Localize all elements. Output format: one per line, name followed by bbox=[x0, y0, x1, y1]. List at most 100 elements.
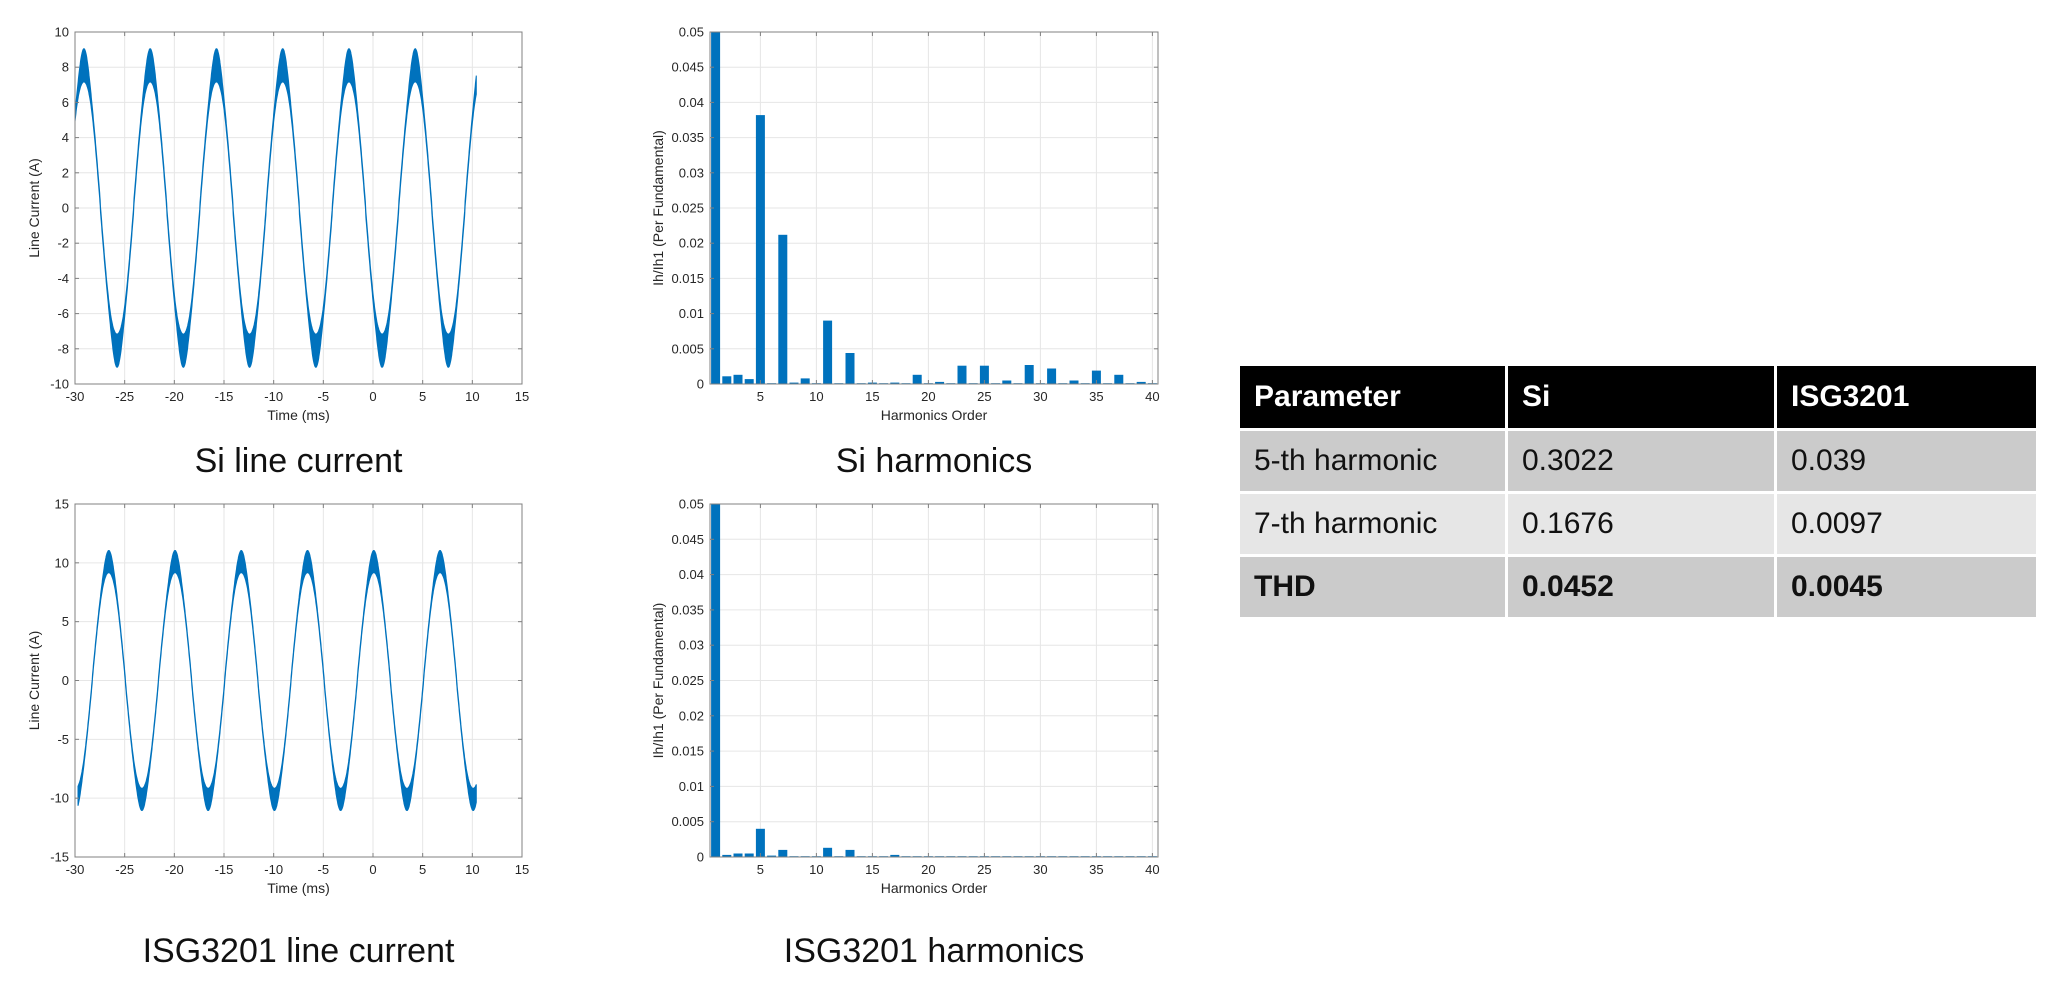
si-value: 0.1676 bbox=[1508, 494, 1774, 554]
x-tick-label: -5 bbox=[318, 862, 330, 877]
header-si: Si bbox=[1508, 366, 1774, 428]
y-tick-label: 0.045 bbox=[671, 532, 704, 547]
x-tick-label: 35 bbox=[1089, 862, 1103, 877]
y-tick-label: 0.03 bbox=[679, 638, 704, 653]
x-tick-label: 35 bbox=[1089, 389, 1103, 404]
y-tick-label: -10 bbox=[50, 791, 69, 806]
row-label: 7-th harmonic bbox=[1240, 494, 1505, 554]
y-tick-label: 5 bbox=[62, 614, 69, 629]
x-tick-label: 5 bbox=[419, 862, 426, 877]
x-tick-label: -20 bbox=[165, 862, 184, 877]
x-tick-label: 30 bbox=[1033, 389, 1047, 404]
y-tick-label: 0.015 bbox=[671, 271, 704, 286]
y-tick-label: 0 bbox=[62, 673, 69, 688]
y-tick-label: 0.03 bbox=[679, 165, 704, 180]
y-axis-label: Ih/Ih1 (Per Fundamental) bbox=[650, 130, 666, 286]
x-tick-label: 10 bbox=[809, 862, 823, 877]
x-tick-label: 20 bbox=[921, 389, 935, 404]
x-tick-label: -15 bbox=[215, 862, 234, 877]
isg-value: 0.0097 bbox=[1777, 494, 2036, 554]
y-tick-label: 0.02 bbox=[679, 236, 704, 251]
y-tick-label: 10 bbox=[55, 25, 69, 40]
y-tick-label: 15 bbox=[55, 497, 69, 512]
x-tick-label: -20 bbox=[165, 389, 184, 404]
parameter-comparison-table: Parameter Si ISG3201 5-th harmonic 0.302… bbox=[1237, 363, 2039, 620]
si-value: 0.0452 bbox=[1508, 557, 1774, 617]
x-tick-label: 25 bbox=[977, 389, 991, 404]
y-tick-label: 0.005 bbox=[671, 814, 704, 829]
si-harmonics-caption: Si harmonics bbox=[835, 442, 1033, 480]
table-row: 7-th harmonic 0.1676 0.0097 bbox=[1240, 494, 2036, 554]
y-axis-label: Line Current (A) bbox=[26, 158, 42, 258]
x-tick-label: -30 bbox=[66, 389, 85, 404]
y-tick-label: 0.035 bbox=[671, 130, 704, 145]
y-tick-label: 10 bbox=[55, 555, 69, 570]
si-value: 0.3022 bbox=[1508, 431, 1774, 491]
isg-harmonics-caption: ISG3201 harmonics bbox=[783, 932, 1085, 970]
y-tick-label: 0.025 bbox=[671, 673, 704, 688]
y-tick-label: 2 bbox=[62, 165, 69, 180]
y-tick-label: -2 bbox=[57, 236, 69, 251]
y-tick-label: -4 bbox=[57, 271, 69, 286]
x-tick-label: 10 bbox=[465, 389, 479, 404]
waveform-series bbox=[75, 48, 477, 368]
x-tick-label: 30 bbox=[1033, 862, 1047, 877]
x-tick-label: 0 bbox=[369, 862, 376, 877]
y-tick-label: 0.01 bbox=[679, 306, 704, 321]
x-tick-label: -10 bbox=[264, 862, 283, 877]
y-tick-label: 0.005 bbox=[671, 341, 704, 356]
y-tick-label: -5 bbox=[57, 732, 69, 747]
y-tick-label: -6 bbox=[57, 306, 69, 321]
y-tick-label: 0.04 bbox=[679, 95, 704, 110]
x-axis-label: Harmonics Order bbox=[881, 880, 988, 896]
x-tick-label: 25 bbox=[977, 862, 991, 877]
table-row: THD 0.0452 0.0045 bbox=[1240, 557, 2036, 617]
y-tick-label: 0.05 bbox=[679, 25, 704, 40]
row-label: 5-th harmonic bbox=[1240, 431, 1505, 491]
x-tick-label: 15 bbox=[865, 862, 879, 877]
y-tick-label: 8 bbox=[62, 60, 69, 75]
row-label: THD bbox=[1240, 557, 1505, 617]
waveform-series bbox=[77, 550, 477, 811]
y-axis-label: Line Current (A) bbox=[26, 631, 42, 731]
y-tick-label: 0 bbox=[62, 201, 69, 216]
x-tick-label: -10 bbox=[264, 389, 283, 404]
y-tick-label: 0.035 bbox=[671, 602, 704, 617]
isg-line-current-caption: ISG3201 line current bbox=[142, 932, 455, 970]
x-axis-label: Time (ms) bbox=[267, 880, 329, 896]
x-tick-label: -30 bbox=[66, 862, 85, 877]
x-axis-label: Time (ms) bbox=[267, 407, 329, 423]
table-header-row: Parameter Si ISG3201 bbox=[1240, 366, 2036, 428]
x-tick-label: 5 bbox=[757, 389, 764, 404]
x-tick-label: 40 bbox=[1145, 862, 1159, 877]
y-tick-label: -8 bbox=[57, 341, 69, 356]
x-tick-label: -25 bbox=[115, 862, 134, 877]
y-tick-label: 0.05 bbox=[679, 497, 704, 512]
y-tick-label: -10 bbox=[50, 377, 69, 392]
y-tick-label: 0.015 bbox=[671, 744, 704, 759]
x-tick-label: 15 bbox=[515, 862, 529, 877]
y-tick-label: 0.01 bbox=[679, 779, 704, 794]
y-tick-label: 4 bbox=[62, 130, 69, 145]
y-tick-label: 0 bbox=[697, 850, 704, 865]
header-parameter: Parameter bbox=[1240, 366, 1505, 428]
x-tick-label: 5 bbox=[419, 389, 426, 404]
y-tick-label: 0.02 bbox=[679, 708, 704, 723]
x-tick-label: 40 bbox=[1145, 389, 1159, 404]
x-tick-label: 15 bbox=[515, 389, 529, 404]
x-tick-label: -5 bbox=[318, 389, 330, 404]
y-tick-label: 0.045 bbox=[671, 60, 704, 75]
y-tick-label: -15 bbox=[50, 850, 69, 865]
x-tick-label: 10 bbox=[809, 389, 823, 404]
si-line-current-caption: Si line current bbox=[194, 442, 403, 480]
table-row: 5-th harmonic 0.3022 0.039 bbox=[1240, 431, 2036, 491]
x-tick-label: 15 bbox=[865, 389, 879, 404]
y-axis-label: Ih/Ih1 (Per Fundamental) bbox=[650, 603, 666, 759]
x-axis-label: Harmonics Order bbox=[881, 407, 988, 423]
header-isg3201: ISG3201 bbox=[1777, 366, 2036, 428]
y-tick-label: 6 bbox=[62, 95, 69, 110]
y-tick-label: 0.04 bbox=[679, 567, 704, 582]
